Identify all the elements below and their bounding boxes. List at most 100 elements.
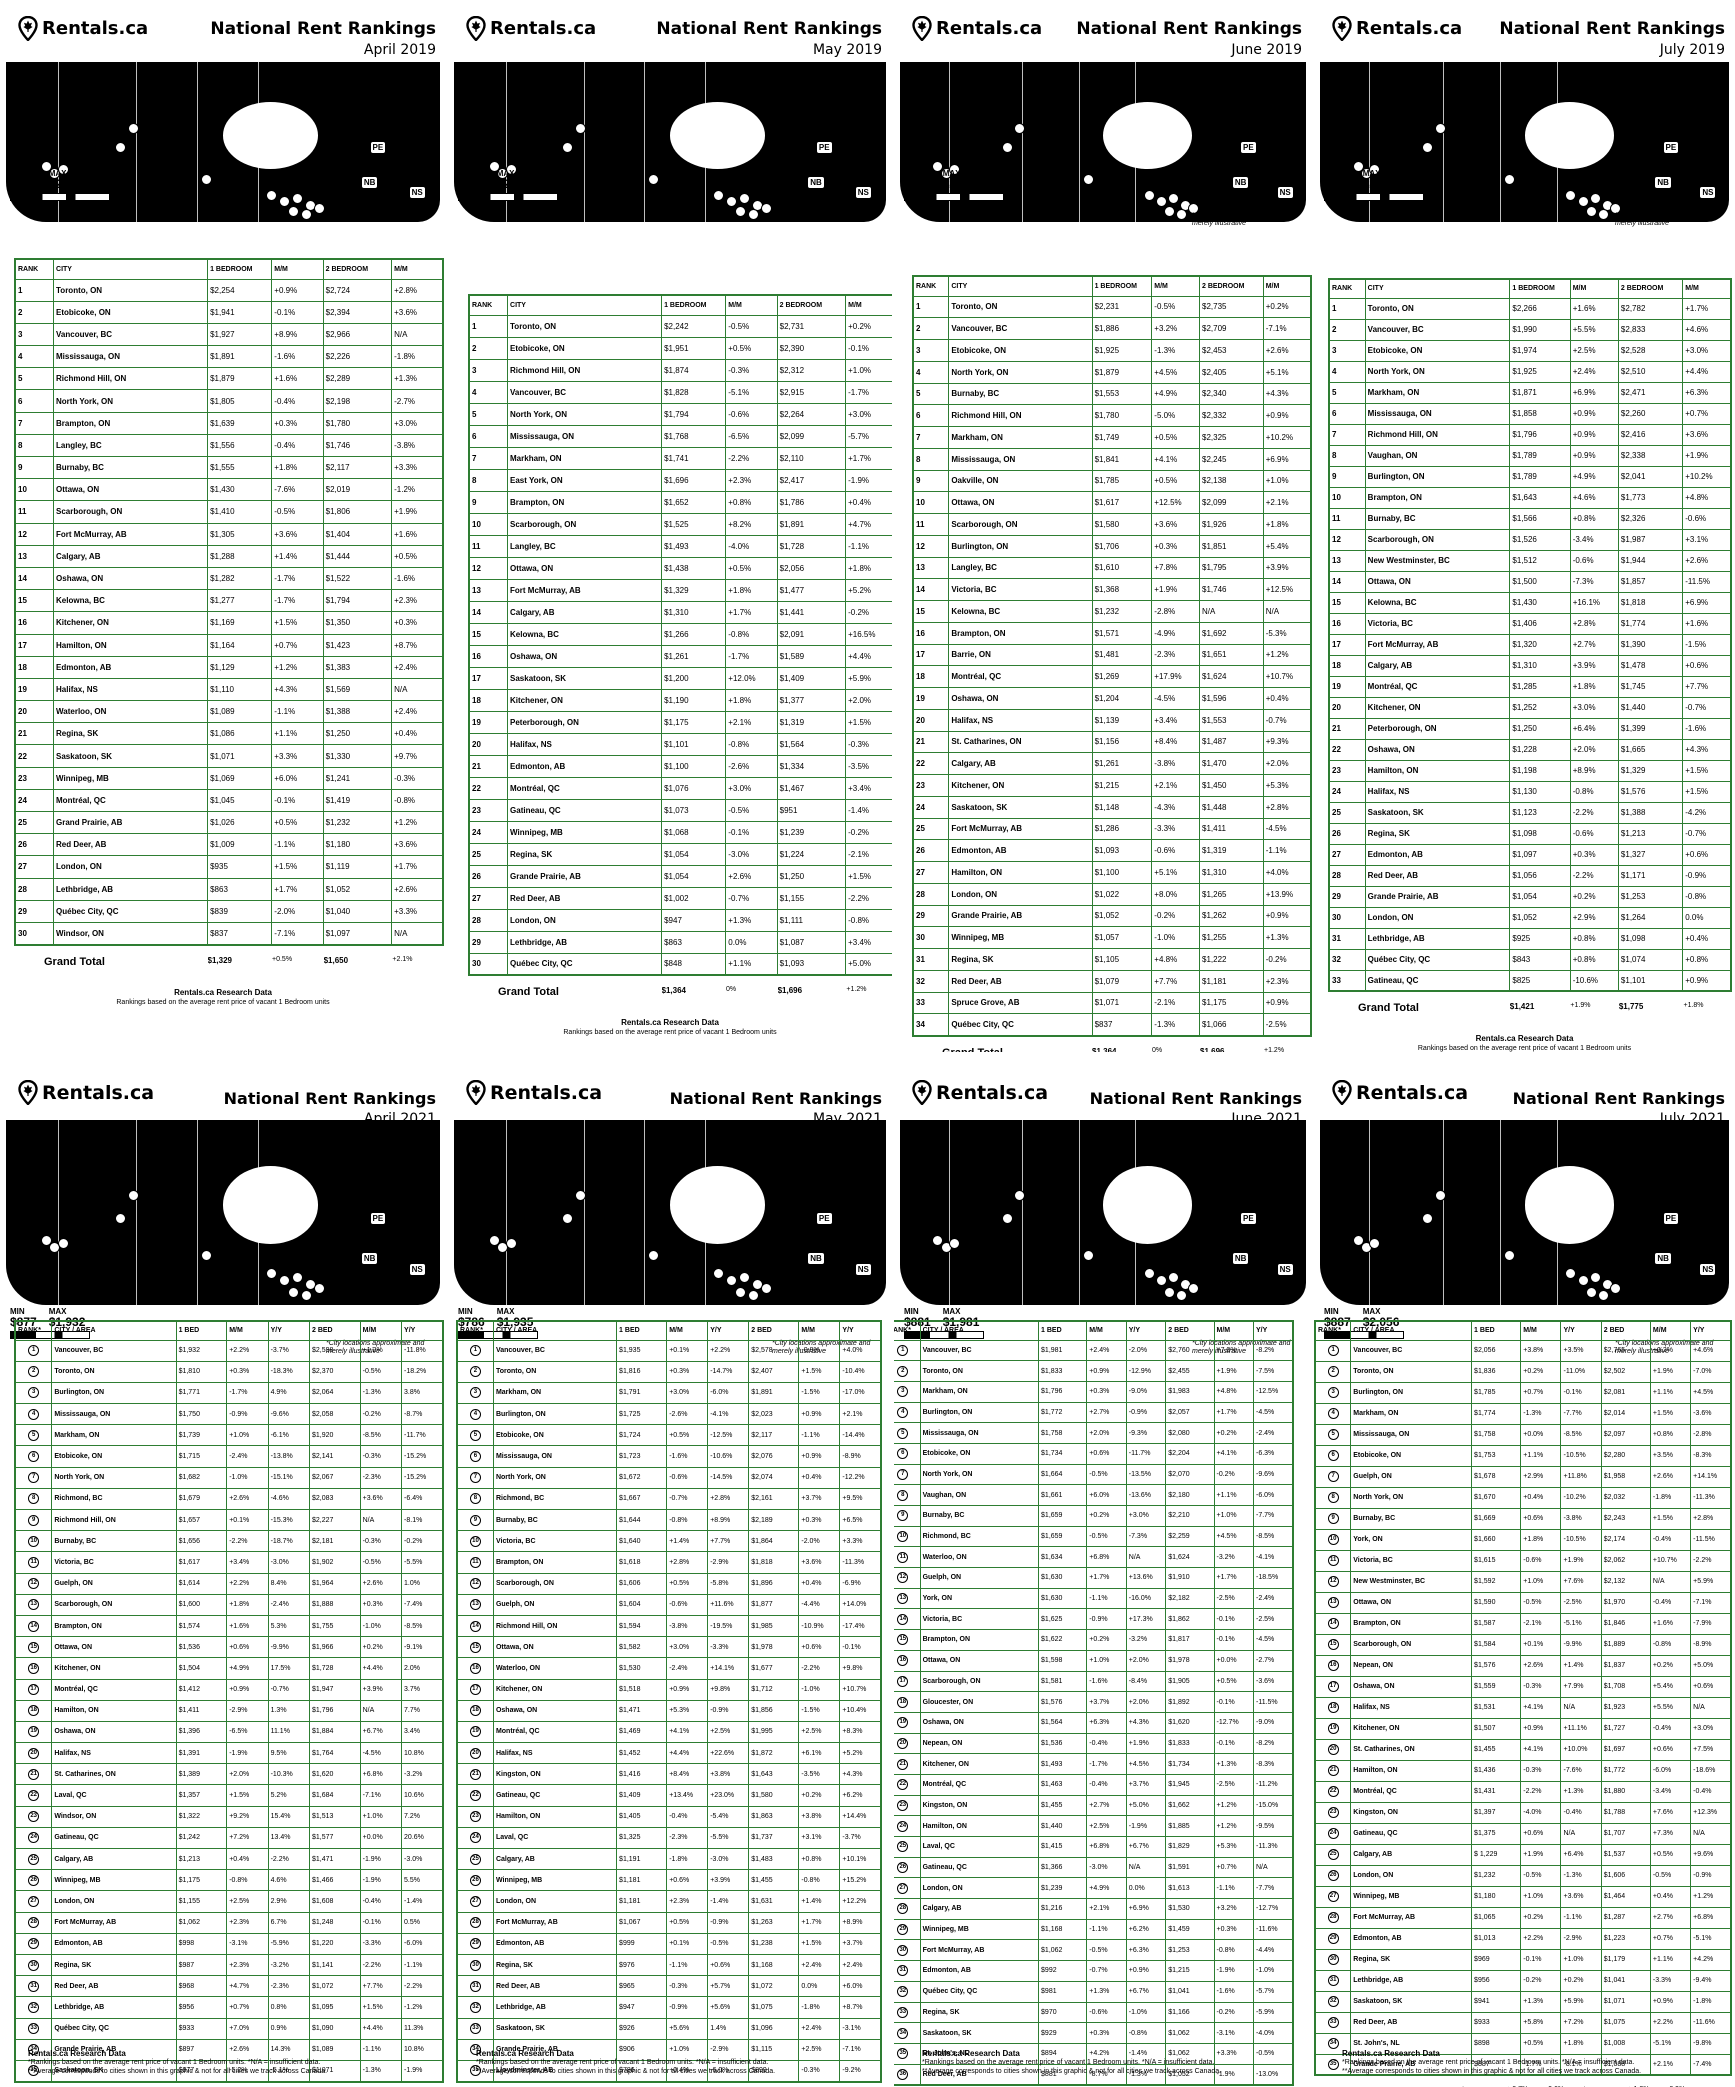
- cell-text: -1.1%: [404, 1961, 423, 1969]
- province-border: [257, 62, 259, 222]
- rank-cell: 24: [456, 1826, 494, 1850]
- rank-badge: 23: [1327, 1807, 1339, 1818]
- cell-text: +4.4%: [362, 1664, 383, 1672]
- value-cell: +0.6%: [798, 1636, 841, 1659]
- column-header: 1 BEDROOM: [1509, 278, 1571, 299]
- cell-text: +6.8%: [1693, 1914, 1714, 1921]
- value-cell: -3.4%: [1649, 1780, 1692, 1803]
- value-cell: $1,175: [1199, 991, 1264, 1015]
- province-border: [644, 62, 646, 222]
- table-row: 24 Gatineau, QC $1,375 +0.6% N/A $1,707 +7.3% N…: [1314, 1822, 1732, 1845]
- city-cell: London, ON: [1350, 1864, 1473, 1887]
- value-cell: $998: [175, 1932, 228, 1955]
- brand-logo: Rentals.ca: [18, 16, 148, 41]
- value-cell: -17.0%: [839, 1381, 882, 1405]
- cell-text: -3.6%: [1255, 1677, 1275, 1685]
- cell-text: +3.0%: [1693, 1725, 1714, 1732]
- value-cell: $992: [1038, 1960, 1088, 1982]
- cell-text: $1,983: [1168, 1388, 1190, 1396]
- cell-text: -0.9%: [1685, 871, 1707, 880]
- value-cell: +3.9%: [1262, 556, 1312, 580]
- value-cell: $1,096: [748, 2017, 800, 2040]
- cell-text: $1,935: [619, 1347, 641, 1355]
- value-cell: $1,966: [309, 1636, 361, 1659]
- totals-value: $1,329: [207, 956, 232, 965]
- cell-text: $1,872: [751, 1749, 773, 1757]
- value-cell: $1,858: [1509, 402, 1571, 425]
- rank-cell: 17: [912, 643, 950, 667]
- value-cell: $1,816: [616, 1360, 668, 1383]
- cell-text: +0.2%: [1572, 892, 1596, 901]
- value-cell: +4.6%: [1682, 318, 1732, 341]
- rank-cell: 32: [456, 1996, 494, 2019]
- cell-text: $1,512: [1512, 556, 1537, 565]
- cell-text: +1.0%: [1089, 1657, 1110, 1665]
- cell-text: Vancouver, BC: [1367, 325, 1424, 334]
- cell-text: Winnipeg, MB: [495, 1876, 543, 1884]
- value-cell: +7.6%: [1560, 1570, 1602, 1593]
- cell-text: -14.7%: [710, 1368, 733, 1376]
- value-cell: $1,181: [616, 1869, 668, 1892]
- cell-text: East York, ON: [510, 475, 563, 485]
- city-cell: Richmond Hill, ON: [492, 1614, 618, 1638]
- table-row: 15 Kelowna, BC $1,430 +16.1% $1,818 +6.9%: [1328, 591, 1732, 614]
- min-label: MIN: [458, 1307, 473, 1316]
- value-cell: -0.4%: [1086, 1773, 1127, 1796]
- value-cell: +1.7%: [1682, 297, 1732, 320]
- value-cell: +4.5%: [1213, 1525, 1254, 1548]
- value-cell: $1,667: [616, 1487, 668, 1511]
- cell-text: +3.3%: [1216, 2050, 1237, 2058]
- cell-text: $1,920: [312, 1431, 334, 1439]
- cell-text: -0.1%: [728, 827, 750, 837]
- cell-text: Etobicoke, ON: [510, 343, 565, 353]
- rank-badge: 32: [469, 2001, 481, 2013]
- cell-text: +2.8%: [669, 1558, 690, 1566]
- value-cell: $1,119: [322, 855, 393, 879]
- cell-text: $1,697: [1603, 1746, 1626, 1753]
- cell-text: Québec City, QC: [922, 1988, 978, 1996]
- value-cell: -17.4%: [839, 1614, 882, 1638]
- rank-badge: 11: [469, 1556, 481, 1568]
- footer-line: *Rankings based on the average rent pric…: [28, 2059, 321, 2067]
- value-cell: +1.0%: [1520, 1570, 1562, 1593]
- cell-text: +6.4%: [1563, 1851, 1584, 1858]
- value-cell: -5.7%: [1252, 1980, 1294, 2003]
- value-cell: +4.6%: [1690, 1339, 1732, 1362]
- table-row: 22 Montréal, QC $1,463 -0.4% +3.7% $1,945 -2.5…: [894, 1773, 1294, 1796]
- cell-text: $2,180: [1168, 1491, 1190, 1499]
- cell-text: $1,241: [325, 773, 351, 783]
- value-cell: +6.1%: [798, 1742, 841, 1765]
- value-cell: +3.6%: [1151, 513, 1201, 536]
- cell-text: +0.6%: [1685, 850, 1709, 859]
- value-cell: +2.2%: [226, 1339, 269, 1362]
- column-header: CITY / AREA: [919, 1320, 1040, 1341]
- table-row: 25 Calgary, AB $1,213 +0.4% -2.2% $1,471 -1.9%…: [14, 1847, 444, 1871]
- value-cell: $837: [1091, 1013, 1153, 1036]
- value-cell: -0.4%: [1690, 1780, 1732, 1803]
- value-cell: -14.7%: [707, 1360, 750, 1383]
- cell-text: 2.0%: [404, 1664, 420, 1672]
- value-cell: +2.6%: [359, 1572, 403, 1595]
- totals-value: $1,696: [777, 986, 803, 995]
- column-header: RANK: [468, 294, 509, 316]
- cell-text: $2,057: [1168, 1408, 1190, 1416]
- value-cell: $1,935: [616, 1339, 668, 1362]
- cell-text: 10: [18, 485, 27, 495]
- rank-cell: 8: [894, 1484, 921, 1506]
- value-cell: $1,411: [175, 1699, 228, 1722]
- city-cell: Scarborough, ON: [492, 1572, 618, 1595]
- cell-text: +10.2%: [1685, 472, 1713, 481]
- cell-text: -3.4%: [1652, 1788, 1672, 1795]
- cell-text: $1,097: [1512, 850, 1537, 859]
- cell-text: Regina, SK: [54, 1961, 92, 1969]
- cell-text: +0.8%: [1685, 955, 1709, 964]
- value-cell: -0.9%: [707, 1699, 750, 1722]
- rank-cell: 29: [456, 1932, 494, 1955]
- cell-text: 20: [472, 739, 481, 749]
- value-cell: $2,058: [309, 1403, 361, 1426]
- cell-text: -4.5%: [1154, 693, 1176, 703]
- value-cell: +2.3%: [226, 1953, 269, 1977]
- cell-text: $956: [178, 2003, 195, 2011]
- city-cell: Hamilton, ON: [53, 633, 209, 657]
- cell-text: +3.3%: [394, 463, 418, 473]
